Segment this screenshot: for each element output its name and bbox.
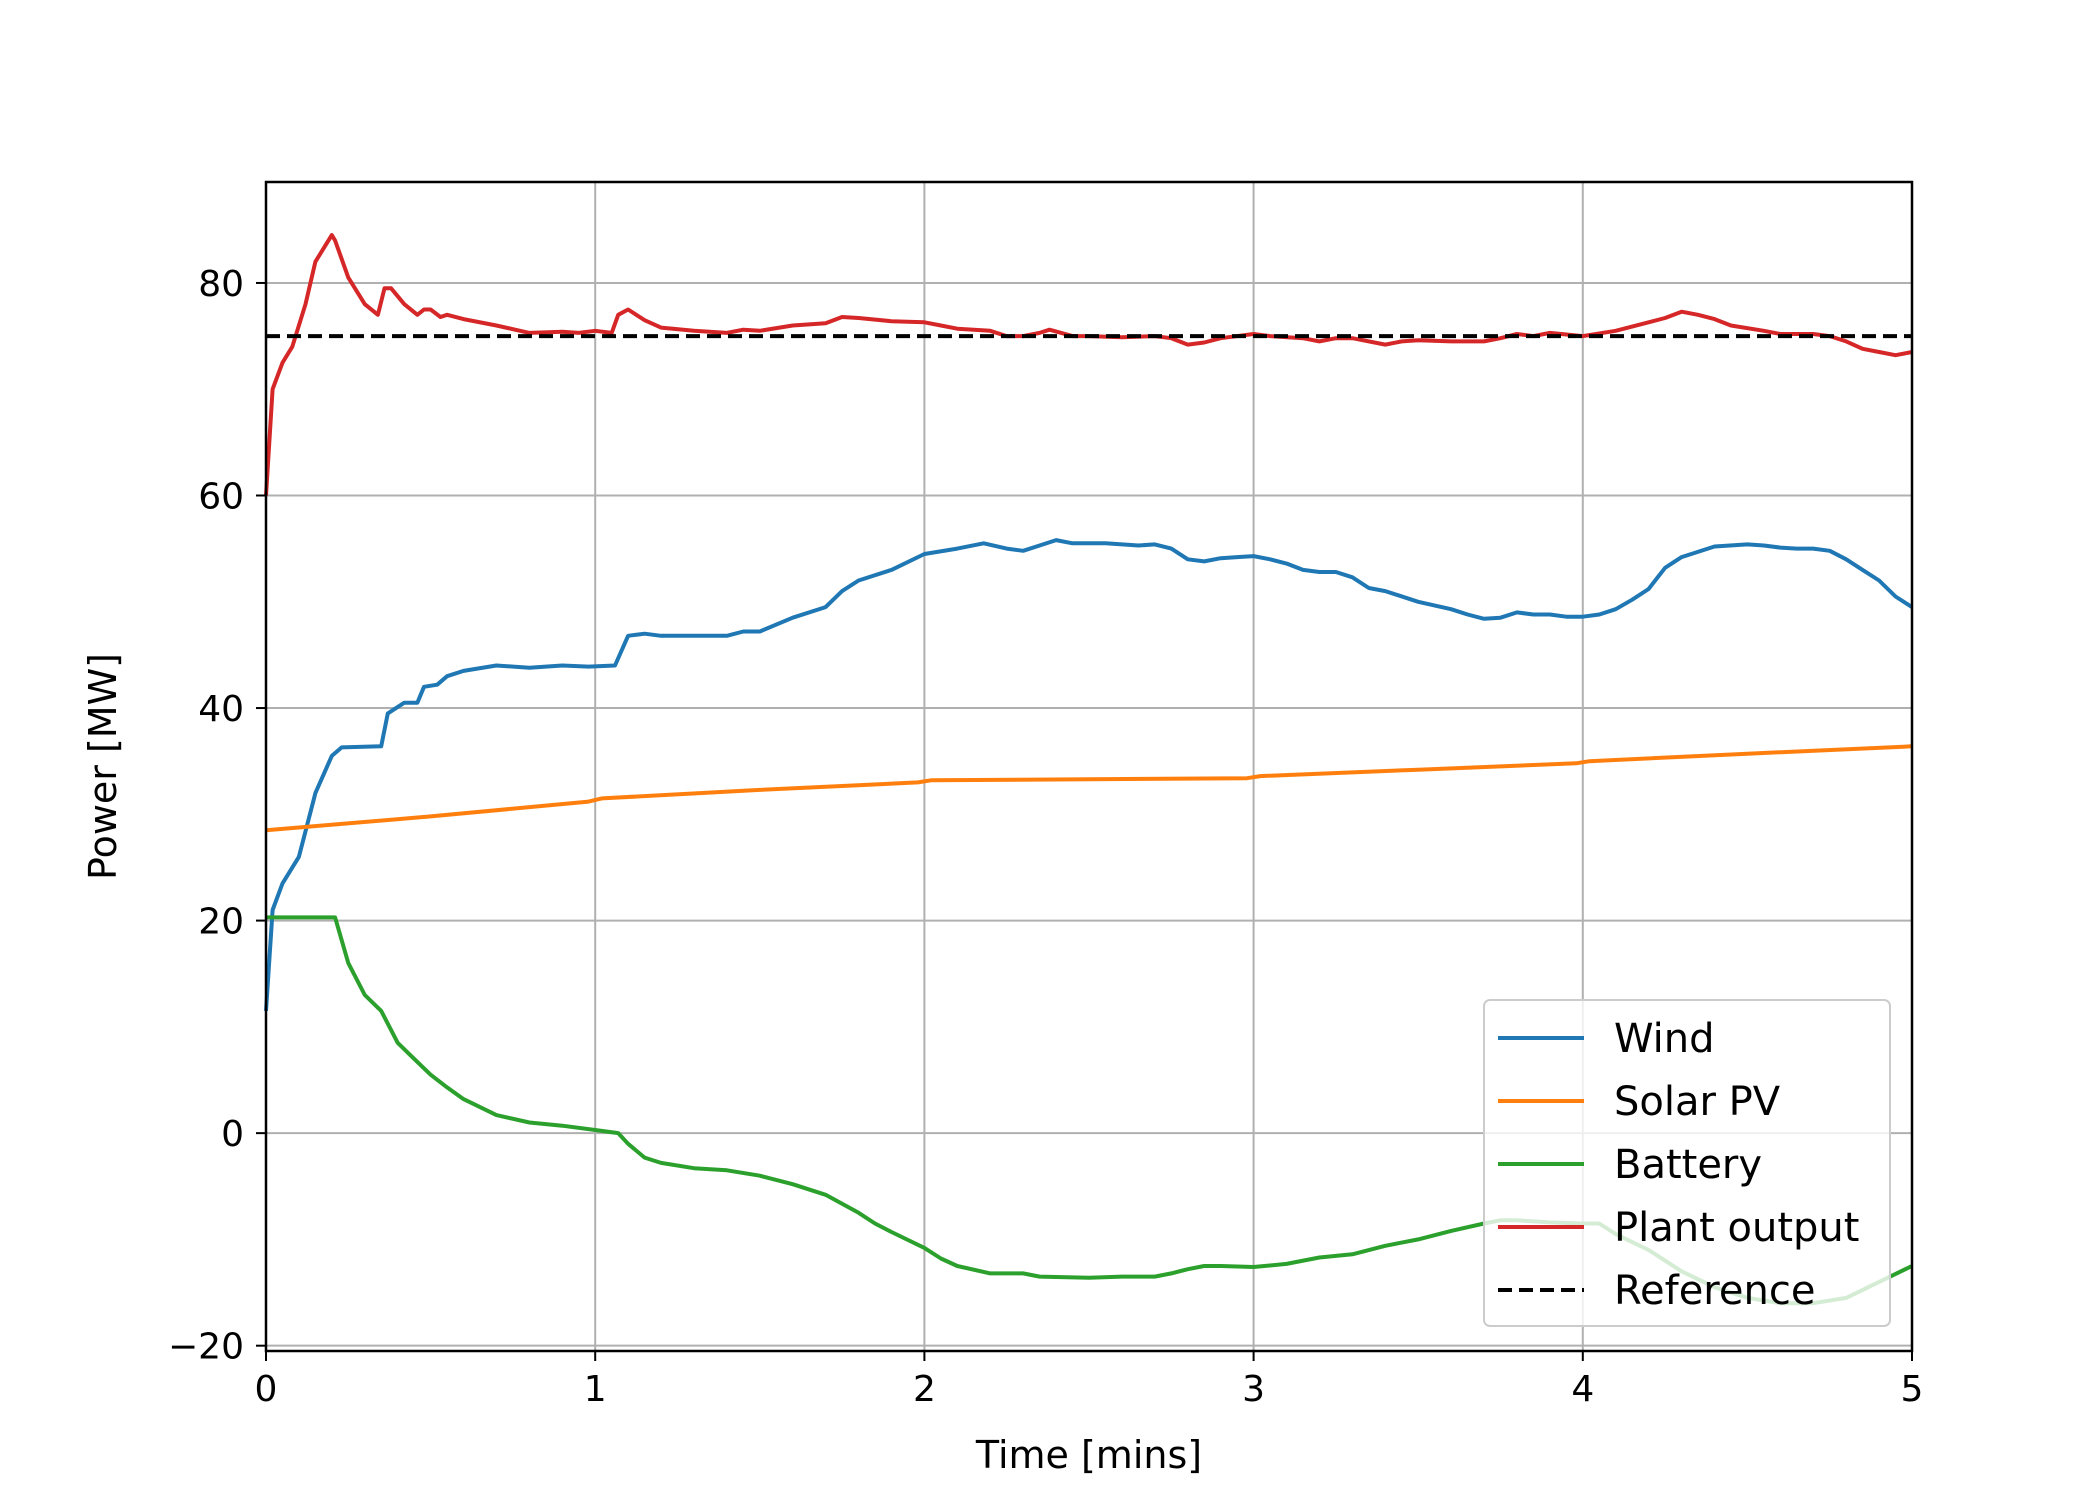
y-tick-label: 40 <box>198 689 244 730</box>
x-tick-label: 0 <box>255 1369 278 1410</box>
battery-legend-label: Battery <box>1614 1142 1762 1188</box>
reference-legend-label: Reference <box>1614 1268 1815 1314</box>
y-tick-label: −20 <box>168 1327 244 1368</box>
x-tick-label: 1 <box>584 1369 607 1410</box>
solar-pv-series-line <box>265 744 1913 833</box>
x-tick-label: 5 <box>1901 1369 1924 1410</box>
y-axis-label: Power [MW] <box>81 653 125 880</box>
plot-frame <box>264 180 1914 1353</box>
x-tick-label: 4 <box>1571 1369 1594 1410</box>
axis-ticks: 0 1 2 3 4 5 −20 0 20 40 60 80 <box>168 264 1923 1410</box>
x-axis-label: Time [mins] <box>975 1433 1202 1477</box>
y-tick-label: 20 <box>198 902 244 943</box>
x-tick-label: 3 <box>1242 1369 1265 1410</box>
y-tick-label: 80 <box>198 264 244 305</box>
wind-legend-label: Wind <box>1614 1016 1715 1062</box>
wind-series-line <box>264 538 1914 1012</box>
solar-pv-legend-label: Solar PV <box>1614 1079 1781 1125</box>
legend: Wind Solar PV Battery Plant output Reference <box>1483 999 1891 1327</box>
y-tick-label: 0 <box>221 1114 244 1155</box>
x-tick-label: 2 <box>913 1369 936 1410</box>
plant-output-series-line <box>264 233 1913 496</box>
plant-output-legend-label: Plant output <box>1614 1205 1859 1251</box>
legend-box <box>1483 999 1891 1327</box>
y-tick-label: 60 <box>198 477 244 518</box>
